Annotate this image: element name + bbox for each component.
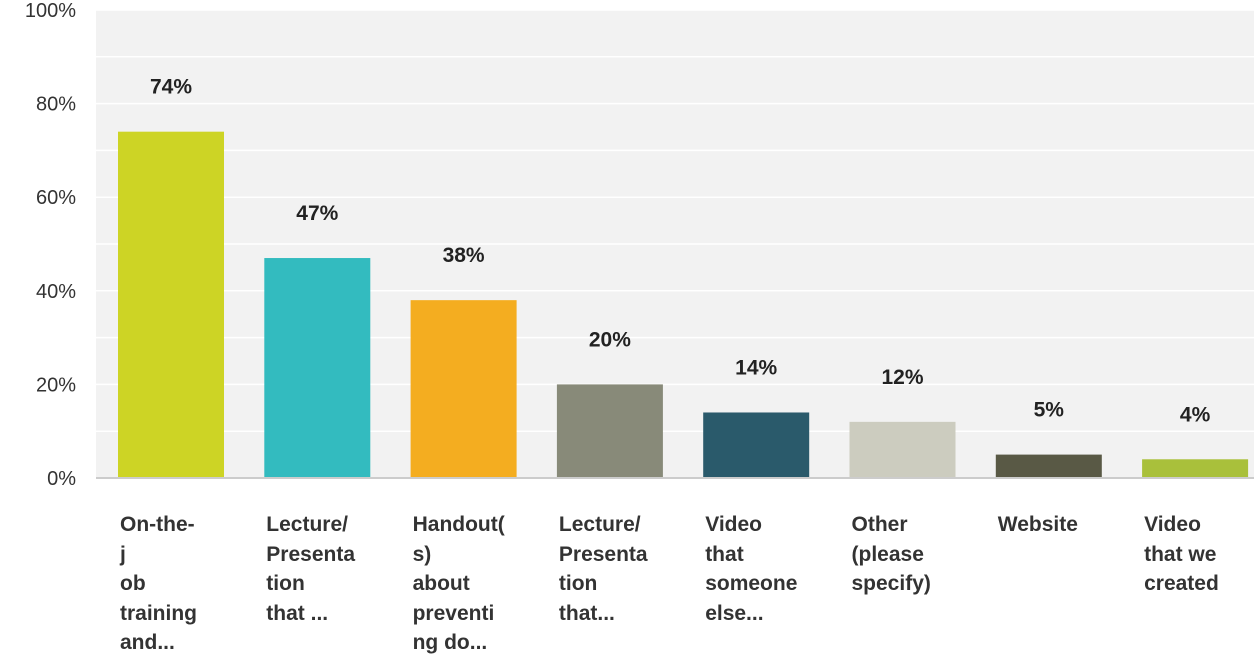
y-tick-label: 0%: [47, 468, 76, 490]
bar: [264, 258, 371, 478]
x-tick-label: On-the- j ob training and...: [120, 513, 197, 654]
data-label: 74%: [150, 76, 192, 99]
bar: [118, 131, 224, 478]
data-label: 12%: [881, 366, 923, 389]
x-tick-label: Other (please specify): [851, 513, 931, 595]
y-tick-label: 60%: [36, 187, 76, 209]
bar: [849, 421, 956, 478]
data-label: 5%: [1034, 399, 1065, 422]
x-tick-label: Handout( s) about preventi ng do...: [412, 513, 505, 654]
y-tick-label: 100%: [25, 0, 76, 22]
data-label: 20%: [589, 328, 631, 351]
data-label: 47%: [296, 202, 338, 225]
bar: [410, 300, 517, 478]
x-tick-label: Website: [997, 513, 1078, 536]
y-tick-label: 80%: [36, 94, 76, 116]
x-tick-label: Video that we created: [1144, 513, 1219, 595]
x-tick-label: Lecture/ Presenta tion that...: [558, 513, 648, 625]
bar: [1142, 459, 1249, 478]
data-label: 38%: [443, 244, 485, 267]
x-tick-label: Lecture/ Presenta tion that ...: [266, 513, 356, 625]
data-label: 4%: [1180, 403, 1211, 426]
y-tick-label: 20%: [36, 374, 76, 396]
x-tick-label: Video that someone else...: [705, 513, 798, 625]
data-label: 14%: [735, 356, 777, 379]
bar: [556, 384, 663, 478]
bar: [703, 412, 810, 478]
y-tick-label: 40%: [36, 281, 76, 303]
bar: [995, 454, 1102, 478]
